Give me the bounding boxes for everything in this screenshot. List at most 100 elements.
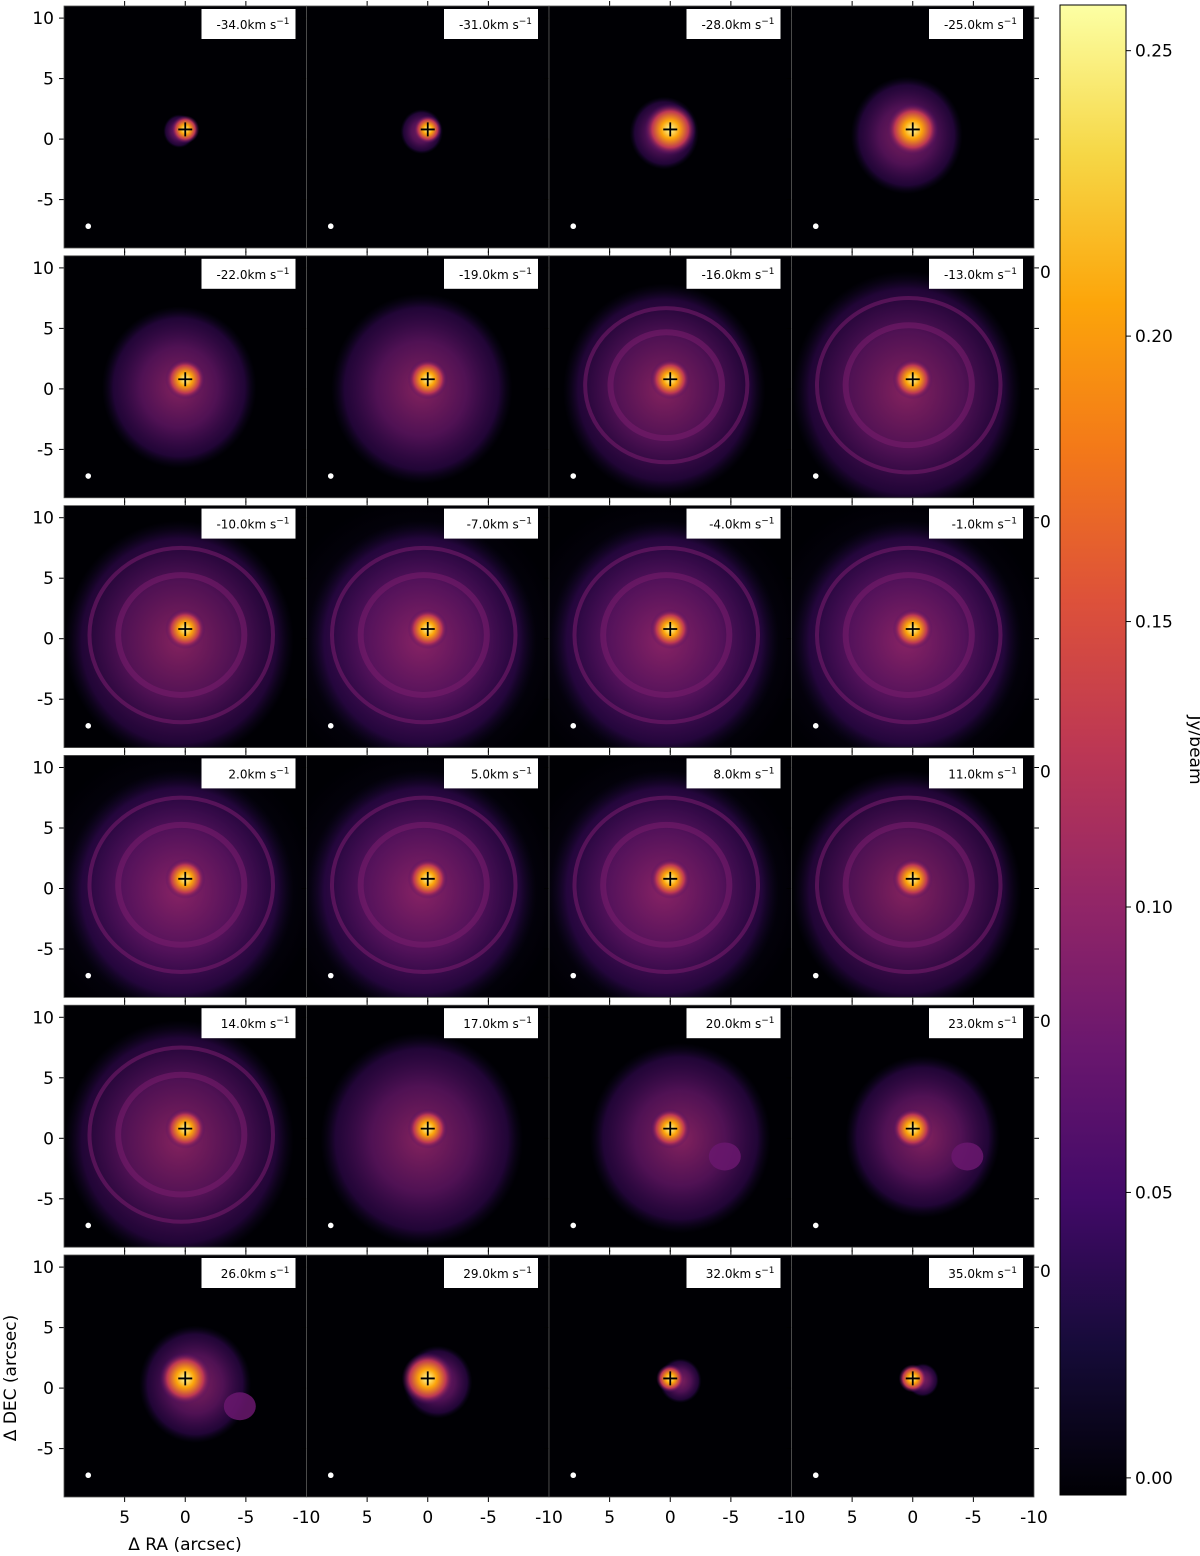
velocity-label: -1.0km s−1 [952,517,1017,532]
emission-clump [708,1142,741,1171]
velocity-superscript: −1 [1004,17,1017,27]
velocity-label: 20.0km s−1 [706,1016,775,1031]
y-tick-label: -5 [37,940,54,960]
velocity-label: -13.0km s−1 [944,267,1017,282]
velocity-label-box [686,9,781,39]
y-tick-label: 5 [43,319,54,339]
panel-frame [791,755,1035,998]
x-tick-label: -10 [778,1508,806,1528]
source-marker [905,622,920,637]
y-tick-label: -5 [37,690,54,710]
y-tick-label: -5 [37,440,54,460]
emission-shell [842,821,975,948]
velocity-superscript: −1 [1004,1016,1017,1026]
y-tick-label: 0 [43,380,54,400]
beam-marker [812,1222,819,1229]
beam-marker [570,1472,577,1479]
emission [64,520,294,748]
beam-marker [812,473,819,479]
source-marker [420,622,435,637]
emission [331,293,513,484]
beam-marker [812,972,819,979]
velocity-superscript: −1 [276,1016,289,1026]
channel-panel: 5.0km s−1 [301,750,554,1003]
emission [549,505,792,748]
beam-marker [85,473,92,479]
beam-marker [327,1472,334,1479]
velocity-label: -34.0km s−1 [216,17,289,32]
emission-shell [357,572,490,698]
beam-marker [327,473,334,479]
emission-shell [87,1045,276,1224]
velocity-label-box [686,758,781,789]
source-marker [663,1121,678,1136]
x-tick-label: -10 [293,1508,321,1528]
channel-panel: -25.0km s−1 [786,1,1039,253]
edge-tick-artifact: 0 [1040,263,1051,283]
y-tick-label: 0 [43,1379,54,1399]
emission-shell [115,821,248,948]
beam-marker [85,723,92,729]
velocity-label-box [686,258,781,289]
y-tick-label: -5 [37,1440,54,1460]
x-tick-label: -5 [480,1508,497,1528]
emission-shell [607,329,726,442]
beam-marker [327,723,334,729]
emission-shell [329,545,518,725]
channel-panel: 26.0km s−1 10 5 0 -5 5 0 -5 -10 [32,1250,320,1528]
velocity-superscript: −1 [1004,517,1017,527]
emission-shell [842,572,975,698]
velocity-label-box [444,258,538,289]
channel-panel: -22.0km s−1 10 5 0 -5 [32,250,312,503]
emission [306,755,549,998]
velocity-label-box [201,1258,296,1288]
emission [306,505,549,748]
source-marker [663,372,678,387]
y-tick-label: 5 [43,569,54,589]
y-tick-label: 5 [43,819,54,839]
emission-shell [600,572,733,698]
emission [562,283,766,497]
x-tick-label: 5 [119,1508,130,1528]
velocity-label: 11.0km s−1 [948,766,1017,781]
velocity-label: -31.0km s−1 [459,17,532,32]
velocity-label: -10.0km s−1 [216,517,289,532]
y-tick-label: 5 [43,1319,54,1339]
channel-panel: -31.0km s−1 [301,1,554,253]
y-tick-label: 5 [43,1069,54,1089]
source-marker [420,871,435,886]
velocity-superscript: −1 [519,517,532,527]
velocity-label-box [444,758,538,789]
velocity-superscript: −1 [519,1016,532,1026]
colorbar-tick-label: 0.15 [1135,613,1173,633]
x-tick-label: 5 [847,1508,858,1528]
emission [163,114,200,148]
edge-tick-artifact: 0 [1040,1262,1051,1282]
x-axis-label: Δ RA (arcsec) [128,1535,242,1555]
velocity-label: 8.0km s−1 [713,766,774,781]
channel-panel: 2.0km s−1 10 5 0 -5 [32,750,312,1003]
edge-tick-artifact: 0 [1040,513,1051,533]
velocity-superscript: −1 [519,1266,532,1276]
velocity-label-box [444,508,538,539]
x-tick-label: -5 [965,1508,982,1528]
emission-shell [115,572,248,698]
emission-shell [842,322,975,449]
source-marker [178,122,193,137]
beam-marker [327,972,334,979]
channel-panel: -28.0km s−1 [544,1,797,253]
source-marker [905,1371,920,1386]
beam-marker [570,1222,577,1229]
source-marker [178,871,193,886]
emission-shell [600,821,733,948]
velocity-label-box [929,9,1023,39]
source-marker [420,372,435,387]
velocity-superscript: −1 [1004,267,1017,277]
velocity-superscript: −1 [276,1266,289,1276]
y-tick-label: 10 [32,759,54,779]
edge-tick-artifact: 0 [1040,1012,1051,1032]
velocity-label: 32.0km s−1 [706,1266,775,1281]
beam-marker [327,1222,334,1229]
y-tick-label: 10 [32,9,54,29]
source-marker [420,1371,435,1386]
